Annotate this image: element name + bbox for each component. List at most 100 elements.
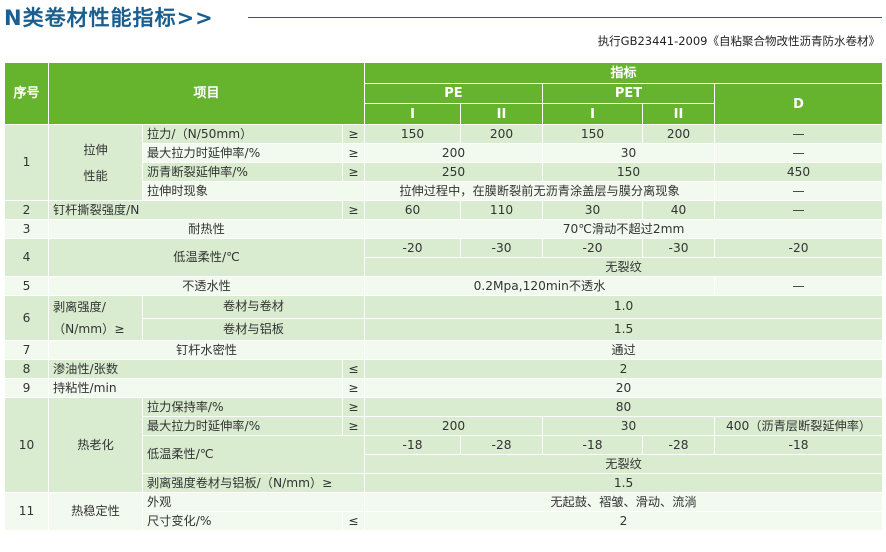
group-label-line1: 剥离强度/ <box>53 300 106 314</box>
comparison-symbol: ≥ <box>342 397 365 417</box>
row-number: 7 <box>4 340 49 360</box>
header-pe-ii: II <box>460 103 543 125</box>
item-name: 最大拉力时延伸率/% <box>142 143 343 163</box>
item-name: 钉杆水密性 <box>48 340 365 360</box>
value-pet: 30 <box>542 143 715 163</box>
group-label: 热稳定性 <box>48 492 143 531</box>
value-pet-i: -20 <box>542 238 643 258</box>
item-name: 低温柔性/℃ <box>142 435 365 474</box>
row-number: 9 <box>4 378 49 398</box>
comparison-symbol: ≥ <box>342 416 365 436</box>
value-pe-ii: -30 <box>460 238 543 258</box>
value-pe: 200 <box>364 143 543 163</box>
value-all: 通过 <box>363 340 884 360</box>
group-label-line1: 拉伸 <box>83 142 108 157</box>
value-d: 400（沥青层断裂延伸率） <box>713 416 884 436</box>
comparison-symbol: ≤ <box>342 511 365 531</box>
value-all: 1.0 <box>363 295 884 319</box>
page-title: N类卷材性能指标>> <box>4 6 214 30</box>
value-pe-i: -18 <box>364 435 461 455</box>
group-label: 拉伸 性能 <box>48 124 143 201</box>
item-name: 钉杆撕裂强度/N <box>48 200 343 220</box>
value-d: — <box>713 276 884 296</box>
title-divider <box>248 17 882 18</box>
row-number: 11 <box>4 492 49 531</box>
row-number: 5 <box>4 276 49 296</box>
item-name: 最大拉力时延伸率/% <box>142 416 343 436</box>
row-number: 10 <box>4 397 49 493</box>
row-number: 3 <box>4 219 49 239</box>
item-name: 渗油性/张数 <box>48 359 343 379</box>
header-pet-ii: II <box>642 103 715 125</box>
comparison-symbol: ≤ <box>342 359 365 379</box>
value-pe-i: 60 <box>364 200 461 220</box>
comparison-symbol: ≥ <box>342 162 365 182</box>
group-label: 热老化 <box>48 397 143 493</box>
comparison-symbol: ≥ <box>342 200 365 220</box>
value-all: 1.5 <box>363 473 884 493</box>
group-label-line2: 性能 <box>83 168 108 183</box>
item-name: 拉力保持率/% <box>142 397 343 417</box>
value-all: 无起鼓、褶皱、滑动、流淌 <box>363 492 884 512</box>
value-all: 70℃滑动不超过2mm <box>363 219 884 239</box>
item-name: 不透水性 <box>48 276 365 296</box>
header-seq: 序号 <box>4 62 49 125</box>
value-all: 20 <box>363 378 884 398</box>
header-pet: PET <box>542 83 715 104</box>
header-pe: PE <box>364 83 543 104</box>
header-spec: 指标 <box>363 62 884 84</box>
value-all: 80 <box>363 397 884 417</box>
item-name: 剥离强度卷材与铝板/（N/mm）≥ <box>142 473 365 493</box>
value-all: 无裂纹 <box>363 257 884 277</box>
comparison-symbol: ≥ <box>342 124 365 144</box>
value-pet-ii: 200 <box>642 124 715 144</box>
value-pe: 200 <box>364 416 543 436</box>
comparison-symbol: ≥ <box>342 143 365 163</box>
item-name: 卷材与铝板 <box>142 317 365 341</box>
comparison-symbol: ≥ <box>342 378 365 398</box>
value-all: 1.5 <box>363 317 884 341</box>
value-pe-pet: 0.2Mpa,120min不透水 <box>364 276 715 296</box>
value-d: 450 <box>713 162 884 182</box>
value-pet-i: 150 <box>542 124 643 144</box>
header-pe-i: I <box>364 103 461 125</box>
value-all: 2 <box>363 359 884 379</box>
group-label-line2: （N/mm）≥ <box>53 322 125 336</box>
row-number: 8 <box>4 359 49 379</box>
group-label: 剥离强度/ （N/mm）≥ <box>48 295 143 341</box>
header-pet-i: I <box>542 103 643 125</box>
item-name: 耐热性 <box>48 219 365 239</box>
standard-reference: 执行GB23441-2009《自粘聚合物改性沥青防水卷材》 <box>597 34 880 48</box>
item-name: 持粘性/min <box>48 378 343 398</box>
row-number: 4 <box>4 238 49 277</box>
value-d: — <box>713 143 884 163</box>
value-pe: 250 <box>364 162 543 182</box>
value-all: 2 <box>363 511 884 531</box>
value-pe-ii: 110 <box>460 200 543 220</box>
value-d: -18 <box>713 435 884 455</box>
value-pet-i: 30 <box>542 200 643 220</box>
item-name: 尺寸变化/% <box>142 511 343 531</box>
value-pet: 30 <box>542 416 715 436</box>
header-item: 项目 <box>48 62 365 125</box>
value-pe-pet: 拉伸过程中，在膜断裂前无沥青涂盖层与膜分离现象 <box>364 181 715 201</box>
item-name: 沥青断裂延伸率/% <box>142 162 343 182</box>
value-pet-ii: 40 <box>642 200 715 220</box>
value-d: — <box>713 181 884 201</box>
item-name: 低温柔性/℃ <box>48 238 365 277</box>
item-name: 外观 <box>142 492 365 512</box>
value-all: 无裂纹 <box>363 454 884 474</box>
item-name: 拉伸时现象 <box>142 181 365 201</box>
value-d: — <box>713 124 884 144</box>
row-number: 2 <box>4 200 49 220</box>
value-pet-i: -18 <box>542 435 643 455</box>
header-d: D <box>713 83 884 125</box>
value-d: — <box>713 200 884 220</box>
row-number: 1 <box>4 124 49 201</box>
item-name: 拉力/（N/50mm） <box>142 124 343 144</box>
spec-table: 序号 项目 指标 PE PET D I II I II 1 拉伸 性能 拉力/（… <box>4 62 884 531</box>
value-pe-ii: 200 <box>460 124 543 144</box>
item-name: 卷材与卷材 <box>142 295 365 319</box>
value-d: -20 <box>713 238 884 258</box>
value-pet-ii: -28 <box>642 435 715 455</box>
